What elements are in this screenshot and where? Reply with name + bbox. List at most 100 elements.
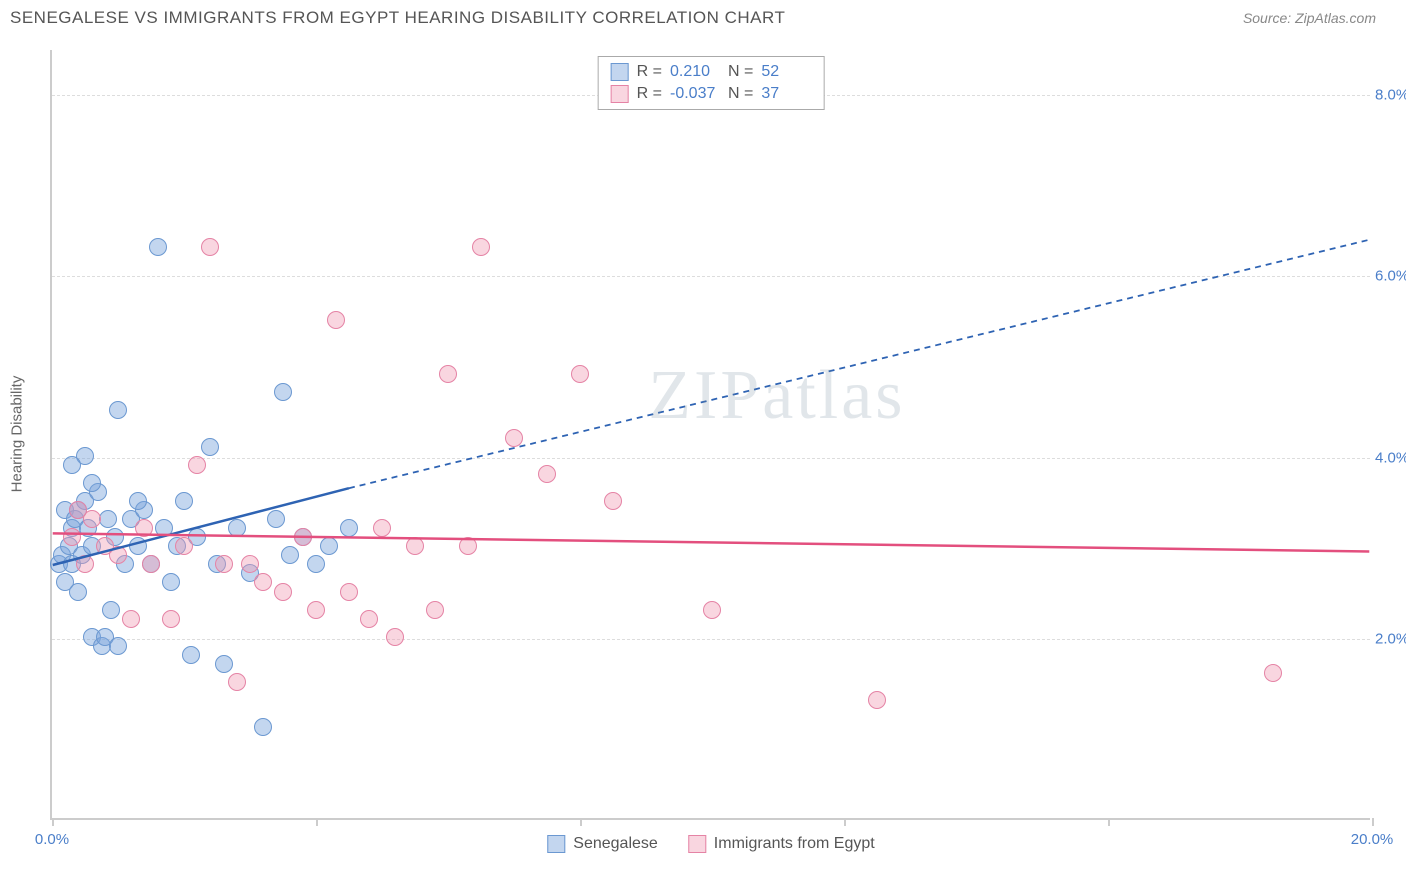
data-point — [294, 528, 312, 546]
data-point — [63, 456, 81, 474]
data-point — [1264, 664, 1282, 682]
data-point — [307, 555, 325, 573]
data-point — [215, 555, 233, 573]
legend-item-0: Senegalese — [547, 835, 658, 853]
data-point — [155, 519, 173, 537]
legend-label-0: Senegalese — [573, 835, 658, 853]
x-tick-mark — [1108, 818, 1110, 826]
data-point — [228, 519, 246, 537]
x-tick-mark — [1372, 818, 1374, 826]
data-point — [360, 610, 378, 628]
source-label: Source: ZipAtlas.com — [1243, 10, 1376, 26]
y-tick-label: 2.0% — [1375, 630, 1406, 647]
data-point — [340, 519, 358, 537]
data-point — [182, 646, 200, 664]
data-point — [439, 365, 457, 383]
data-point — [459, 537, 477, 555]
chart: Hearing Disability ZIPatlas R = 0.210 N … — [50, 50, 1370, 820]
data-point — [373, 519, 391, 537]
legend-label-1: Immigrants from Egypt — [714, 835, 875, 853]
data-point — [201, 438, 219, 456]
data-point — [327, 311, 345, 329]
y-tick-label: 6.0% — [1375, 268, 1406, 285]
data-point — [274, 383, 292, 401]
data-point — [102, 601, 120, 619]
data-point — [254, 573, 272, 591]
gridline-h — [52, 276, 1370, 277]
data-point — [228, 673, 246, 691]
data-point — [135, 519, 153, 537]
data-point — [201, 238, 219, 256]
gridline-h — [52, 458, 1370, 459]
legend-row-1: R = -0.037 N = 37 — [611, 83, 812, 105]
data-point — [69, 583, 87, 601]
data-point — [149, 238, 167, 256]
n-value-1: 37 — [761, 85, 811, 103]
data-point — [175, 492, 193, 510]
data-point — [604, 492, 622, 510]
gridline-h — [52, 639, 1370, 640]
data-point — [267, 510, 285, 528]
watermark: ZIPatlas — [648, 356, 905, 436]
swatch-series-1 — [611, 85, 629, 103]
x-tick-label: 0.0% — [35, 831, 69, 848]
data-point — [129, 537, 147, 555]
data-point — [122, 610, 140, 628]
x-tick-mark — [844, 818, 846, 826]
n-label: N = — [728, 63, 753, 81]
data-point — [109, 637, 127, 655]
data-point — [505, 429, 523, 447]
data-point — [175, 537, 193, 555]
r-value-0: 0.210 — [670, 63, 720, 81]
data-point — [307, 601, 325, 619]
data-point — [109, 401, 127, 419]
data-point — [76, 555, 94, 573]
y-axis-label: Hearing Disability — [9, 376, 26, 493]
n-value-0: 52 — [761, 63, 811, 81]
data-point — [426, 601, 444, 619]
x-tick-mark — [580, 818, 582, 826]
y-tick-label: 4.0% — [1375, 449, 1406, 466]
data-point — [142, 555, 160, 573]
swatch-series-0-b — [547, 835, 565, 853]
data-point — [538, 465, 556, 483]
data-point — [188, 456, 206, 474]
r-label: R = — [637, 85, 662, 103]
data-point — [63, 528, 81, 546]
data-point — [868, 691, 886, 709]
data-point — [281, 546, 299, 564]
data-point — [215, 655, 233, 673]
legend-row-0: R = 0.210 N = 52 — [611, 61, 812, 83]
n-label: N = — [728, 85, 753, 103]
data-point — [406, 537, 424, 555]
data-point — [571, 365, 589, 383]
data-point — [99, 510, 117, 528]
series-legend: Senegalese Immigrants from Egypt — [547, 835, 874, 853]
trend-lines — [52, 50, 1370, 818]
data-point — [703, 601, 721, 619]
x-tick-label: 20.0% — [1351, 831, 1394, 848]
data-point — [162, 610, 180, 628]
plot-area: Hearing Disability ZIPatlas R = 0.210 N … — [50, 50, 1370, 820]
swatch-series-1-b — [688, 835, 706, 853]
data-point — [386, 628, 404, 646]
data-point — [241, 555, 259, 573]
data-point — [472, 238, 490, 256]
legend-item-1: Immigrants from Egypt — [688, 835, 875, 853]
data-point — [254, 718, 272, 736]
data-point — [109, 546, 127, 564]
data-point — [320, 537, 338, 555]
y-tick-label: 8.0% — [1375, 87, 1406, 104]
r-label: R = — [637, 63, 662, 81]
r-value-1: -0.037 — [670, 85, 720, 103]
data-point — [274, 583, 292, 601]
swatch-series-0 — [611, 63, 629, 81]
x-tick-mark — [52, 818, 54, 826]
data-point — [162, 573, 180, 591]
data-point — [129, 492, 147, 510]
chart-title: SENEGALESE VS IMMIGRANTS FROM EGYPT HEAR… — [10, 8, 785, 28]
data-point — [83, 474, 101, 492]
data-point — [340, 583, 358, 601]
data-point — [69, 501, 87, 519]
correlation-legend: R = 0.210 N = 52 R = -0.037 N = 37 — [598, 56, 825, 110]
